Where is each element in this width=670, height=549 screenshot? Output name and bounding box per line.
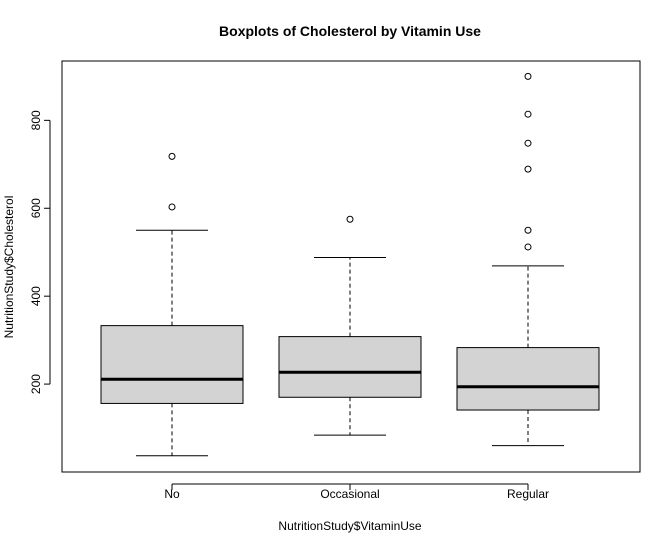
outlier-point: [524, 226, 532, 234]
outlier-point: [524, 110, 532, 118]
outlier-point: [524, 165, 532, 173]
y-tick-label: 600: [29, 198, 43, 218]
iqr-box: [100, 325, 244, 404]
box-occasional: [278, 215, 422, 436]
chart-title: Boxplots of Cholesterol by Vitamin Use: [219, 23, 481, 39]
x-tick-label: No: [164, 487, 180, 501]
box-group: [100, 72, 600, 457]
y-tick-label: 400: [29, 286, 43, 306]
x-tick-label: Occasional: [320, 487, 379, 501]
box-regular: [456, 72, 600, 447]
y-axis: 200 400 600 800: [29, 110, 51, 394]
outlier-point: [168, 203, 176, 211]
iqr-box: [456, 347, 600, 411]
x-axis-label: NutritionStudy$VitaminUse: [278, 519, 422, 533]
outlier-point: [524, 139, 532, 147]
x-tick-label: Regular: [507, 487, 549, 501]
y-tick-label: 800: [29, 110, 43, 130]
y-tick-label: 200: [29, 374, 43, 394]
box-no: [100, 152, 244, 457]
outlier-point: [524, 243, 532, 251]
outlier-point: [346, 215, 354, 223]
outlier-point: [524, 72, 532, 80]
y-axis-label: NutritionStudy$Cholesterol: [2, 196, 16, 339]
x-axis: No Occasional Regular: [164, 483, 549, 501]
outlier-point: [168, 152, 176, 160]
iqr-box: [278, 336, 422, 398]
plot-frame: [61, 60, 641, 473]
